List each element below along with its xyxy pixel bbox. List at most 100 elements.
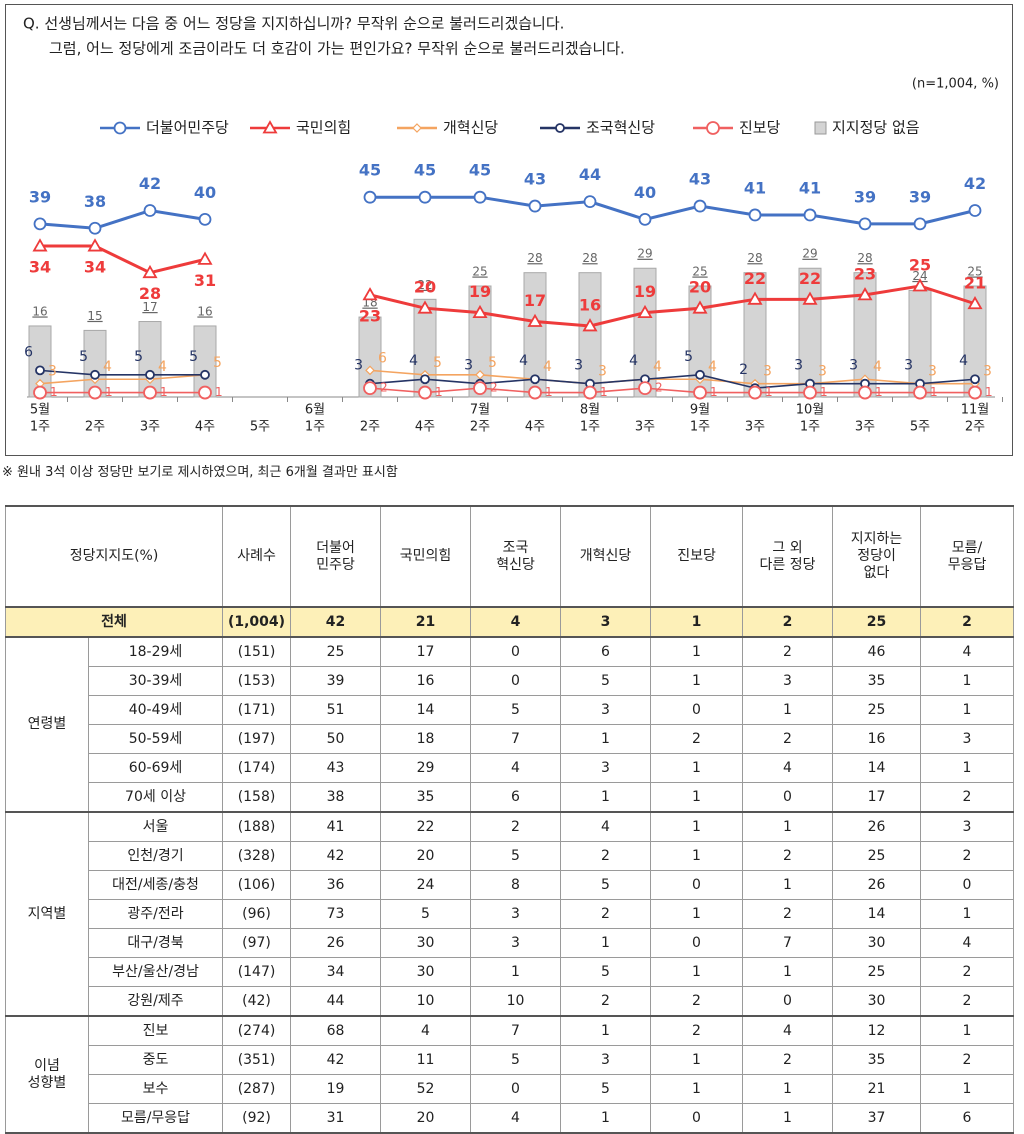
marker <box>200 369 210 380</box>
row-label: 50-59세 <box>87 724 224 754</box>
data-label: 4 <box>543 359 552 375</box>
data-label: 34 <box>84 258 106 277</box>
data-label: 41 <box>799 178 821 197</box>
cell: 2 <box>742 606 834 638</box>
cell: 1 <box>650 899 744 929</box>
marker <box>362 287 378 301</box>
header-cell: 진보당 <box>650 505 744 608</box>
cell: 2 <box>560 899 652 929</box>
data-label: 20 <box>689 278 711 297</box>
row-label: 강원/제주 <box>87 986 224 1017</box>
x-tick-label: 5주 <box>910 420 930 435</box>
cell: 0 <box>650 928 744 958</box>
row-label: 보수 <box>87 1074 224 1104</box>
cell: 0 <box>470 636 562 667</box>
data-row: 강원/제주 (42) 44 10 10 2 2 0 30 2 <box>6 986 1015 1017</box>
cell: 2 <box>742 899 834 929</box>
cell: 18 <box>380 724 472 754</box>
cell: 68 <box>290 1015 382 1046</box>
sample-size: (174) <box>222 753 292 783</box>
data-row: 40-49세 (171) 51 14 5 3 0 1 25 1 <box>6 695 1015 725</box>
data-label: 42 <box>139 174 161 193</box>
data-label: 20 <box>414 278 436 297</box>
chart-frame <box>5 4 1013 456</box>
cell: 25 <box>290 636 382 667</box>
data-label: 31 <box>194 271 216 290</box>
data-label: 1 <box>545 385 553 399</box>
bar-label: 29 <box>802 247 817 261</box>
bar <box>633 267 657 398</box>
data-label: 40 <box>634 183 656 202</box>
cell: 6 <box>560 636 652 667</box>
x-tick-label: 1주 <box>305 420 325 435</box>
header-cell: 더불어 민주당 <box>290 505 382 608</box>
data-label: 45 <box>414 161 436 180</box>
cell: 2 <box>742 841 834 871</box>
cell: 1 <box>742 811 834 842</box>
cell: 4 <box>470 606 562 638</box>
cell: 3 <box>560 1045 652 1075</box>
cell: 1 <box>560 782 652 813</box>
data-label: 1 <box>765 385 773 399</box>
cell: 4 <box>380 1015 472 1046</box>
footnote: ※ 원내 3석 이상 정당만 보기로 제시하였으며, 최근 6개월 결과만 표시… <box>2 465 398 480</box>
cell: 43 <box>290 753 382 783</box>
cell: 30 <box>380 957 472 987</box>
marker <box>857 287 873 301</box>
marker <box>912 278 928 292</box>
cell: 1 <box>920 899 1015 929</box>
cell: 25 <box>832 841 922 871</box>
x-tick-label: 4주 <box>415 420 435 435</box>
cell: 0 <box>650 695 744 725</box>
data-row: 대구/경북 (97) 26 30 3 1 0 7 30 4 <box>6 928 1015 958</box>
cell: 5 <box>560 957 652 987</box>
x-tick-label: 5주 <box>250 420 270 435</box>
group-label: 지역별 <box>5 811 89 1017</box>
group-label: 이념 성향별 <box>5 1015 89 1134</box>
bar <box>358 316 382 398</box>
data-label: 1 <box>985 385 993 399</box>
data-row: 연령별 18-29세 (151) 25 17 0 6 1 2 46 4 <box>5 636 1015 813</box>
data-label: 1 <box>160 385 168 399</box>
data-label: 5 <box>684 349 693 365</box>
cell: 1 <box>560 1103 652 1134</box>
x-month-label: 5월 <box>30 403 50 418</box>
legend-label: 더불어민주당 <box>146 119 229 137</box>
data-label: 3 <box>48 364 57 380</box>
cell: 1 <box>920 695 1015 725</box>
data-row: 70세 이상 (158) 38 35 6 1 1 0 17 2 <box>6 782 1015 813</box>
cell: 2 <box>920 606 1015 638</box>
legend-label: 개혁신당 <box>443 119 498 137</box>
x-tick-label: 1주 <box>690 420 710 435</box>
data-label: 4 <box>708 359 717 375</box>
sample-size: (171) <box>222 695 292 725</box>
header-cell: 그 외 다른 정당 <box>742 505 834 608</box>
data-label: 3 <box>598 364 607 380</box>
legend-marker <box>706 121 720 135</box>
cell: 37 <box>832 1103 922 1134</box>
cell: 26 <box>832 811 922 842</box>
data-row: 보수 (287) 19 52 0 5 1 1 21 1 <box>6 1074 1015 1104</box>
data-row: 60-69세 (174) 43 29 4 3 1 4 14 1 <box>6 753 1015 783</box>
cell: 1 <box>742 695 834 725</box>
sample-size: (328) <box>222 841 292 871</box>
data-label: 45 <box>469 161 491 180</box>
row-label: 부산/울산/경남 <box>87 957 224 987</box>
legend-swatch <box>814 121 827 135</box>
data-row: 지역별 서울 (188) 41 22 2 4 1 1 26 3 <box>5 811 1015 1017</box>
cell: 3 <box>470 899 562 929</box>
data-label: 5 <box>433 355 442 371</box>
cell: 51 <box>290 695 382 725</box>
data-label: 25 <box>909 256 931 275</box>
x-month-label: 9월 <box>690 403 710 418</box>
data-label: 1 <box>820 385 828 399</box>
row-label: 18-29세 <box>87 636 224 667</box>
cell: 1 <box>560 724 652 754</box>
marker <box>638 381 652 396</box>
data-row: 30-39세 (153) 39 16 0 5 1 3 35 1 <box>6 666 1015 696</box>
data-label: 42 <box>964 174 986 193</box>
data-label: 5 <box>189 349 198 365</box>
bar-label: 24 <box>912 269 927 283</box>
marker <box>32 238 48 252</box>
note: (n=1,004, %) <box>912 77 999 92</box>
